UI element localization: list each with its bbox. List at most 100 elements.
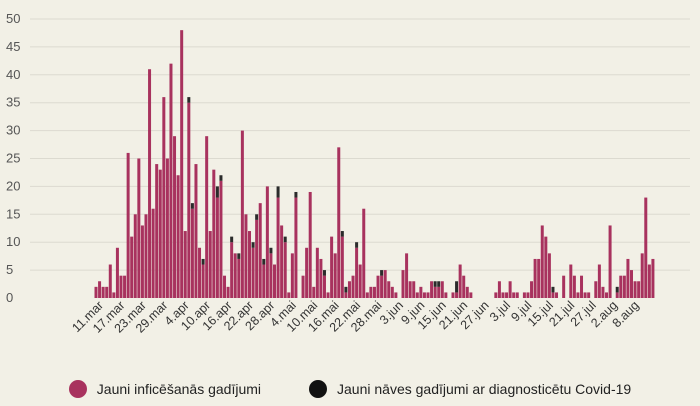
bar-cases bbox=[130, 236, 134, 298]
bar-cases bbox=[230, 242, 234, 298]
bar-cases bbox=[315, 247, 319, 298]
bar-deaths bbox=[615, 286, 619, 293]
bar-cases bbox=[401, 270, 405, 298]
bar-cases bbox=[383, 270, 387, 298]
bar-deaths bbox=[269, 247, 273, 254]
bar-cases bbox=[280, 225, 284, 298]
y-tick-label: 10 bbox=[6, 234, 20, 249]
bar-cases bbox=[351, 275, 355, 298]
bar-cases bbox=[155, 164, 159, 298]
bar-cases bbox=[637, 281, 641, 298]
bar-deaths bbox=[187, 97, 191, 103]
bar-cases bbox=[362, 208, 366, 298]
bar-cases bbox=[219, 180, 223, 298]
bar-cases bbox=[330, 236, 334, 298]
bar-cases bbox=[540, 225, 544, 298]
bar-cases bbox=[158, 169, 162, 298]
bar-cases bbox=[248, 231, 252, 298]
bar-cases bbox=[276, 197, 280, 298]
bar-cases bbox=[205, 136, 209, 298]
bar-cases bbox=[444, 292, 448, 298]
bar-cases bbox=[437, 286, 441, 298]
bar-cases bbox=[312, 286, 316, 298]
bar-cases bbox=[273, 264, 276, 298]
bar-cases bbox=[137, 158, 141, 298]
bar-cases bbox=[176, 175, 180, 298]
bar-cases bbox=[183, 231, 187, 298]
bar-cases bbox=[412, 281, 416, 298]
bar-cases bbox=[226, 286, 230, 298]
bar-cases bbox=[619, 275, 623, 298]
bar-cases bbox=[544, 236, 548, 298]
y-tick-label: 50 bbox=[6, 11, 20, 26]
bar-cases bbox=[569, 264, 573, 298]
bar-deaths bbox=[433, 281, 437, 287]
legend-item-deaths: Jauni nāves gadījumi ar diagnosticētu Co… bbox=[309, 380, 631, 398]
y-tick-label: 5 bbox=[6, 262, 13, 277]
bar-cases bbox=[223, 275, 227, 298]
bar-cases bbox=[237, 258, 241, 298]
bar-cases bbox=[215, 197, 219, 298]
bar-cases bbox=[587, 292, 591, 298]
bar-cases bbox=[551, 292, 555, 298]
bar-cases bbox=[201, 264, 205, 298]
bar-cases bbox=[515, 292, 519, 298]
bar-cases bbox=[98, 281, 102, 298]
bar-cases bbox=[265, 186, 269, 298]
bar-cases bbox=[144, 214, 148, 298]
bar-cases bbox=[455, 292, 459, 298]
bar-deaths bbox=[219, 175, 223, 181]
bar-cases bbox=[262, 264, 266, 298]
bar-cases bbox=[522, 292, 526, 298]
chart: 0 5 10 15 20 25 30 35 40 45 50 11.mar 17.mar 23.mar 29… bbox=[6, 11, 690, 336]
bar-cases bbox=[497, 281, 501, 298]
bar-deaths bbox=[190, 203, 194, 209]
bar-cases bbox=[526, 292, 530, 298]
bar-cases bbox=[126, 152, 130, 298]
bar-cases bbox=[597, 264, 601, 298]
bar-cases bbox=[415, 292, 419, 298]
y-tick-label: 35 bbox=[6, 95, 20, 110]
bar-cases bbox=[123, 275, 127, 298]
bar-cases bbox=[408, 281, 412, 298]
bar-cases bbox=[108, 264, 112, 298]
bar-cases bbox=[608, 225, 612, 298]
y-tick-label: 40 bbox=[6, 67, 20, 82]
bar-deaths bbox=[344, 286, 348, 293]
bar-cases bbox=[562, 275, 566, 298]
bar-cases bbox=[355, 247, 359, 298]
bar-cases bbox=[419, 286, 423, 298]
bar-cases bbox=[101, 286, 105, 298]
bar-cases bbox=[190, 208, 194, 298]
bar-cases bbox=[305, 247, 309, 298]
legend: Jauni inficēšanās gadījumi Jauni nāves g… bbox=[0, 372, 700, 406]
bar-cases bbox=[390, 286, 394, 298]
legend-label-deaths: Jauni nāves gadījumi ar diagnosticētu Co… bbox=[337, 381, 632, 397]
x-tick-label: 3.jul bbox=[487, 298, 513, 324]
bar-cases bbox=[169, 63, 173, 298]
bar-cases bbox=[212, 169, 216, 298]
bar-deaths bbox=[437, 281, 441, 287]
bar-cases bbox=[112, 292, 116, 298]
bar-deaths bbox=[230, 236, 234, 243]
bar-cases bbox=[162, 97, 166, 299]
bar-deaths bbox=[251, 242, 255, 248]
bar-cases bbox=[258, 203, 262, 298]
bar-cases bbox=[358, 264, 362, 298]
bar-deaths bbox=[380, 270, 384, 276]
bar-cases bbox=[308, 191, 312, 298]
bar-cases bbox=[405, 253, 409, 298]
bar-cases bbox=[180, 30, 184, 298]
bar-cases bbox=[337, 147, 341, 298]
bar-cases bbox=[133, 214, 137, 298]
bar-cases bbox=[622, 275, 626, 298]
bar-cases bbox=[290, 253, 294, 298]
bar-cases bbox=[240, 130, 244, 298]
chart-svg: 0510152025303540455011.mar17.mar23.mar29… bbox=[6, 11, 690, 336]
bar-cases bbox=[465, 286, 469, 298]
bar-cases bbox=[508, 281, 512, 298]
bar-cases bbox=[344, 292, 348, 298]
y-tick-label: 20 bbox=[6, 178, 20, 193]
bar-deaths bbox=[237, 253, 241, 259]
bar-cases bbox=[269, 253, 273, 298]
